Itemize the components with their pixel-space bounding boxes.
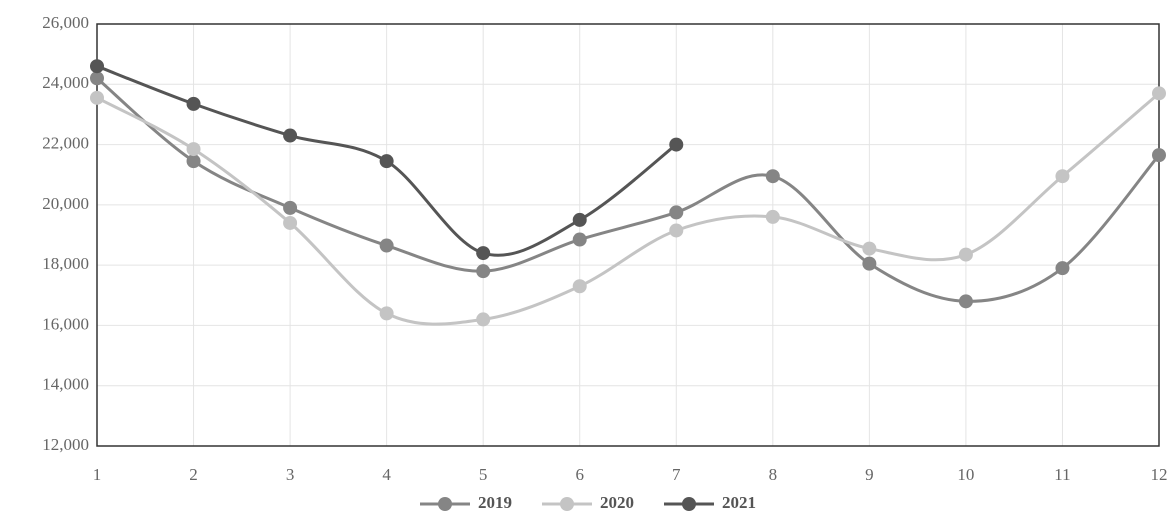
x-tick-label: 4 xyxy=(382,465,391,484)
point xyxy=(283,215,298,230)
point xyxy=(1055,169,1070,184)
point xyxy=(1152,148,1166,163)
point xyxy=(765,169,780,184)
series-line xyxy=(96,77,1161,303)
point xyxy=(1055,261,1070,276)
legend-marker xyxy=(438,497,452,511)
point xyxy=(765,209,780,224)
point xyxy=(90,59,104,74)
x-tick-label: 10 xyxy=(957,465,974,484)
point xyxy=(283,128,298,143)
point xyxy=(379,306,394,321)
plot-frame xyxy=(96,23,1160,447)
y-tick-label: 12,000 xyxy=(42,435,89,454)
point xyxy=(379,154,394,169)
y-tick-label: 24,000 xyxy=(42,73,89,92)
point xyxy=(283,200,298,215)
point xyxy=(958,247,973,262)
y-tick-label: 20,000 xyxy=(42,194,89,213)
point xyxy=(476,246,491,261)
point xyxy=(572,232,587,247)
point xyxy=(572,279,587,294)
point xyxy=(90,71,104,86)
point xyxy=(572,212,587,227)
legend-marker xyxy=(682,497,696,511)
point xyxy=(186,96,201,111)
x-tick-label: 7 xyxy=(672,465,681,484)
y-tick-label: 14,000 xyxy=(42,375,89,394)
point xyxy=(379,238,394,253)
x-tick-label: 8 xyxy=(769,465,778,484)
point xyxy=(669,223,684,238)
x-tick-label: 11 xyxy=(1054,465,1070,484)
x-tick-label: 9 xyxy=(865,465,874,484)
point xyxy=(958,294,973,309)
y-tick-label: 16,000 xyxy=(42,314,89,333)
x-tick-label: 3 xyxy=(286,465,295,484)
legend-label: 2021 xyxy=(722,493,756,512)
point xyxy=(862,256,877,271)
x-tick-label: 6 xyxy=(575,465,584,484)
y-tick-label: 22,000 xyxy=(42,133,89,152)
point xyxy=(186,142,201,157)
y-tick-label: 26,000 xyxy=(42,13,89,32)
point xyxy=(90,90,104,105)
point xyxy=(669,137,684,152)
point xyxy=(476,264,491,279)
legend-marker xyxy=(560,497,574,511)
x-tick-label: 12 xyxy=(1151,465,1168,484)
point xyxy=(862,241,877,256)
series-line xyxy=(96,92,1160,326)
point xyxy=(186,154,201,169)
y-tick-label: 18,000 xyxy=(42,254,89,273)
legend-label: 2019 xyxy=(478,493,512,512)
x-tick-label: 1 xyxy=(93,465,102,484)
x-tick-label: 5 xyxy=(479,465,488,484)
point xyxy=(1152,86,1166,101)
point xyxy=(669,205,684,220)
x-tick-label: 2 xyxy=(189,465,198,484)
legend-label: 2020 xyxy=(600,493,634,512)
point xyxy=(476,312,491,327)
